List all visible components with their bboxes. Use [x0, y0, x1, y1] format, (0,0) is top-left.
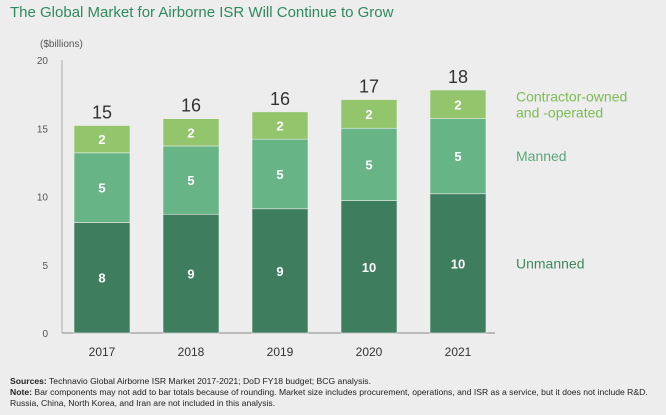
x-tick-label: 2020	[356, 345, 383, 359]
y-tick-label: 0	[42, 329, 48, 340]
bar-segment-unmanned	[429, 193, 487, 334]
bar-segment-manned	[162, 145, 220, 215]
bar-total-label: 17	[359, 77, 379, 97]
x-tick-label: 2019	[267, 345, 294, 359]
note-text: Bar components may not add to bar totals…	[10, 387, 648, 408]
legend-entry: Manned	[516, 148, 567, 164]
bar-segment-manned	[429, 118, 487, 195]
sources-text: Technavio Global Airborne ISR Market 201…	[46, 376, 371, 386]
data-label: 8	[98, 271, 105, 286]
x-tick-label: 2021	[445, 345, 472, 359]
bar-segment-contractor-owned-and-operated	[429, 89, 487, 119]
data-label: 9	[187, 267, 194, 282]
bar-segment-unmanned	[73, 222, 131, 334]
legend-entry: and -operated	[516, 104, 603, 120]
legend-entry: Unmanned	[516, 255, 585, 271]
x-tick-label: 2018	[178, 345, 205, 359]
y-tick-label: 15	[37, 124, 49, 135]
data-label: 10	[451, 256, 465, 271]
data-label: 5	[187, 173, 194, 188]
y-tick-label: 20	[37, 56, 49, 67]
bar-segment-contractor-owned-and-operated	[251, 111, 309, 140]
y-tick-label: 5	[42, 261, 48, 272]
y-axis-label: ($billions)	[40, 39, 83, 50]
bar-segment-manned	[340, 127, 398, 201]
data-label: 5	[98, 181, 105, 196]
data-label: 9	[276, 264, 283, 279]
note-label: Note:	[10, 387, 32, 397]
footnote: Note: Bar components may not add to bar …	[10, 387, 660, 409]
legend-entry: Contractor-owned	[516, 88, 627, 104]
data-label: 10	[362, 260, 376, 275]
data-label: 5	[365, 157, 372, 172]
y-tick-label: 10	[37, 193, 49, 204]
chart-title: The Global Market for Airborne ISR Will …	[10, 4, 394, 21]
bar-total-label: 18	[448, 67, 468, 87]
sources-note: Sources: Technavio Global Airborne ISR M…	[10, 376, 660, 387]
data-label: 2	[365, 107, 372, 122]
stacked-bar-chart: ($billions) 0 5 10 15 20 8 5 2 15 2017 9 5 2 16 2018 9…	[37, 39, 627, 359]
bar-total-label: 16	[270, 89, 290, 109]
data-label: 5	[454, 149, 461, 164]
x-tick-label: 2017	[89, 345, 116, 359]
bars-group: 8 5 2 15 2017 9 5 2 16 2018 9 5 2 16 2019 10 5 2 17 2020 10 5…	[73, 67, 487, 359]
bar-segment-manned	[73, 152, 131, 223]
bar-segment-unmanned	[340, 200, 398, 334]
sources-label: Sources:	[10, 376, 47, 386]
data-label: 2	[454, 97, 461, 112]
bar-segment-contractor-owned-and-operated	[340, 99, 398, 129]
data-label: 2	[98, 132, 105, 147]
bar-total-label: 15	[92, 103, 112, 123]
chart-footer: Sources: Technavio Global Airborne ISR M…	[10, 376, 660, 409]
bar-segment-contractor-owned-and-operated	[73, 125, 131, 154]
y-axis: 0 5 10 15 20	[37, 56, 63, 340]
bar-segment-unmanned	[251, 208, 309, 334]
data-label: 5	[276, 167, 283, 182]
bar-total-label: 16	[181, 96, 201, 116]
data-label: 2	[187, 125, 194, 140]
bar-segment-unmanned	[162, 213, 220, 334]
bar-segment-contractor-owned-and-operated	[162, 118, 220, 147]
data-label: 2	[276, 119, 283, 134]
